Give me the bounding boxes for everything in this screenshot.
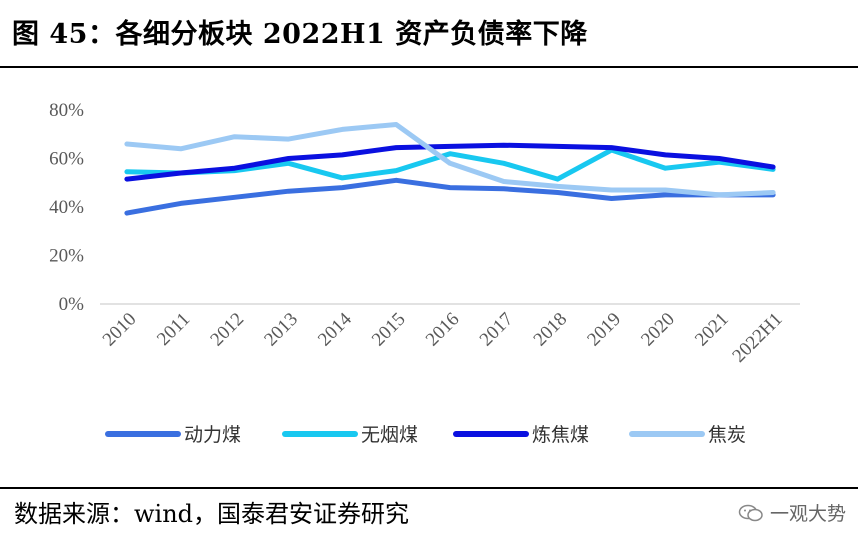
x-tick-label: 2015 xyxy=(368,309,410,351)
x-axis: 2010 2011 2012 2013 2014 2015 2016 2017 2018 2019… xyxy=(99,303,800,367)
watermark: 一观大势 xyxy=(738,499,846,526)
watermark-text: 一观大势 xyxy=(769,503,846,525)
source-note: 数据来源：wind，国泰君安证券研究 xyxy=(14,500,410,528)
series-lines xyxy=(124,122,776,216)
x-tick-label: 2017 xyxy=(476,309,518,351)
y-tick-label: 80% xyxy=(49,100,84,121)
figure-title: 图 45：各细分板块 2022H1 资产负债率下降 xyxy=(12,19,588,50)
bottom-divider xyxy=(0,487,858,489)
wechat-icon xyxy=(738,504,763,521)
legend-label: 焦炭 xyxy=(708,424,746,446)
y-tick-label: 0% xyxy=(59,294,85,315)
x-tick-label: 2021 xyxy=(691,309,733,351)
y-tick-label: 20% xyxy=(49,246,84,267)
y-tick-label: 40% xyxy=(49,197,84,218)
y-tick-label: 60% xyxy=(49,149,84,170)
top-divider xyxy=(0,66,858,68)
x-tick-label: 2016 xyxy=(422,309,464,351)
y-axis: 0% 20% 40% 60% 80% xyxy=(49,100,84,315)
legend-label: 动力煤 xyxy=(184,424,241,446)
series-line xyxy=(124,142,776,182)
x-tick-label: 2012 xyxy=(206,309,248,351)
x-tick-label: 2010 xyxy=(99,309,141,351)
x-tick-label: 2018 xyxy=(530,309,572,351)
legend-label: 炼焦煤 xyxy=(532,424,589,446)
legend-label: 无烟煤 xyxy=(361,424,418,446)
x-tick-label: 2020 xyxy=(637,309,679,351)
x-tick-label: 2019 xyxy=(583,309,625,351)
x-tick-label: 2011 xyxy=(153,309,194,350)
series-line xyxy=(124,177,776,216)
x-tick-label: 2022H1 xyxy=(728,309,786,367)
line-chart: 0%20%40%60%80% 2010 2011 2012 2013 2014 2015 2… xyxy=(49,100,800,446)
legend: 动力煤 无烟煤 炼焦煤 焦炭 xyxy=(105,424,746,446)
x-tick-label: 2013 xyxy=(260,309,302,351)
series-line xyxy=(124,122,776,198)
x-tick-label: 2014 xyxy=(314,308,356,350)
